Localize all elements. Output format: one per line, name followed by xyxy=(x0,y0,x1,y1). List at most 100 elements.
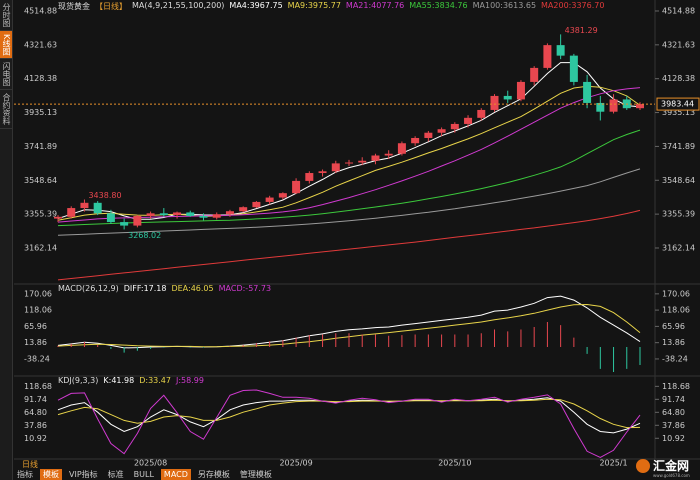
legend-item: MA4:3967.75 xyxy=(229,1,283,10)
candle-body xyxy=(596,102,605,112)
legend-item: MA55:3834.76 xyxy=(409,1,468,10)
side-tab[interactable]: 合约资料 xyxy=(0,90,12,130)
y-tick-label: 118.68 xyxy=(24,382,52,391)
y-tick-label: 64.80 xyxy=(662,408,685,417)
y-tick-label: 4128.38 xyxy=(24,74,57,83)
kdj-legend: KDJ(9,3,3) K:41.98 D:33.47 J:58.99 xyxy=(58,376,204,385)
y-tick-label: 3741.89 xyxy=(24,142,57,151)
logo-text: 汇金网 xyxy=(653,459,690,473)
x-tick-label: 2025/10 xyxy=(438,459,471,468)
tab[interactable]: 另存模板 xyxy=(197,470,230,479)
candle-body xyxy=(424,132,433,138)
legend-item: MA(4,9,21,55,100,200) xyxy=(132,1,225,10)
candle-body xyxy=(583,81,592,103)
x-tick-label: 2025/1 xyxy=(599,459,627,468)
side-tab[interactable]: 分时图 xyxy=(0,0,12,31)
series-line xyxy=(57,398,641,429)
series-line xyxy=(57,62,641,220)
y-tick-label: 3935.13 xyxy=(24,108,57,117)
y-tick-label: 4321.63 xyxy=(662,40,695,49)
candle-body xyxy=(358,160,367,163)
candle-body xyxy=(106,213,115,223)
candle-body xyxy=(54,216,62,219)
candle-body xyxy=(543,45,552,68)
legend-item: MA100:3613.65 xyxy=(472,1,537,10)
candle-body xyxy=(133,215,142,226)
y-tick-label: 3162.14 xyxy=(662,243,695,252)
series-line xyxy=(57,397,641,434)
x-tick-label: 2025/09 xyxy=(279,459,312,468)
candle-body xyxy=(186,212,195,216)
y-tick-label: 4128.38 xyxy=(662,74,695,83)
y-tick-label: 3548.64 xyxy=(662,176,695,185)
candle-body xyxy=(411,137,420,144)
y-tick-label: 3355.39 xyxy=(24,210,57,219)
y-tick-label: 4321.63 xyxy=(24,40,57,49)
macd-legend: MACD(26,12,9) DIFF:17.18 DEA:46.05 MACD:-57… xyxy=(58,284,271,293)
candle-body xyxy=(490,95,499,110)
legend-item: MACD(26,12,9) xyxy=(58,284,119,293)
tab[interactable]: 指标 xyxy=(17,470,33,479)
high-label: 4381.29 xyxy=(565,26,598,35)
series-line xyxy=(57,295,641,349)
legend-item: MA9:3975.77 xyxy=(287,1,341,10)
y-tick-label: 65.96 xyxy=(662,322,685,331)
y-tick-label: 91.74 xyxy=(24,395,47,404)
y-tick-label: 4514.88 xyxy=(24,6,57,15)
y-tick-label: 91.74 xyxy=(662,395,685,404)
candle-body xyxy=(345,162,353,164)
candle-body xyxy=(159,213,168,216)
candle-body xyxy=(636,104,644,109)
side-tab[interactable]: K线图 xyxy=(0,31,12,60)
x-tick-label: 2025/08 xyxy=(134,459,167,468)
y-tick-label: 10.92 xyxy=(24,434,47,443)
candle-body xyxy=(93,202,102,214)
bottom-tabs: 指标 模板 VIP指标 标准 BULL MACD 另存模板 管理模板 xyxy=(14,469,275,480)
y-tick-label: 13.86 xyxy=(662,338,685,347)
y-tick-label: 3548.64 xyxy=(24,176,57,185)
y-tick-label: 64.80 xyxy=(24,408,47,417)
y-tick-label: 37.86 xyxy=(662,421,685,430)
y-tick-label: 118.06 xyxy=(662,306,690,315)
series-line xyxy=(57,85,641,221)
tab[interactable]: 管理模板 xyxy=(239,470,272,479)
last-price-box xyxy=(656,97,700,111)
legend-item: DEA:46.05 xyxy=(171,284,214,293)
legend-item: 现货黄金 xyxy=(58,2,90,11)
candle-body xyxy=(384,153,393,156)
y-tick-label: 37.86 xyxy=(24,421,47,430)
low-label: 3268.02 xyxy=(128,231,161,240)
candle-body xyxy=(437,129,446,133)
candle-body xyxy=(516,81,525,100)
candle-body xyxy=(225,211,234,215)
candle-body xyxy=(305,173,314,181)
candle-body xyxy=(503,95,512,100)
candle-body xyxy=(477,109,486,118)
legend-item: MACD:-57.73 xyxy=(218,284,272,293)
tab[interactable]: 模板 xyxy=(40,469,62,480)
candle-body xyxy=(67,208,76,217)
candle-body xyxy=(120,222,129,226)
candle-body xyxy=(464,117,473,124)
y-tick-label: 4514.88 xyxy=(662,6,695,15)
legend-item: 【日线】 xyxy=(95,2,127,11)
tab[interactable]: VIP指标 xyxy=(69,470,98,479)
side-tab[interactable]: 闪电图 xyxy=(0,59,12,91)
logo-icon xyxy=(636,458,650,473)
candle-body xyxy=(199,215,208,218)
candle-body xyxy=(331,163,340,172)
series-line xyxy=(57,87,641,223)
candle-body xyxy=(569,55,578,82)
candle-body xyxy=(397,143,406,154)
candle-body xyxy=(318,171,327,174)
candle-body xyxy=(80,202,89,209)
tab[interactable]: 标准 xyxy=(107,470,124,479)
tab[interactable]: MACD xyxy=(160,469,191,480)
legend-item: KDJ(9,3,3) xyxy=(58,376,99,385)
candle-body xyxy=(265,197,274,202)
candle-body xyxy=(173,212,182,216)
tab[interactable]: BULL xyxy=(133,470,154,479)
candle-body xyxy=(371,155,380,161)
